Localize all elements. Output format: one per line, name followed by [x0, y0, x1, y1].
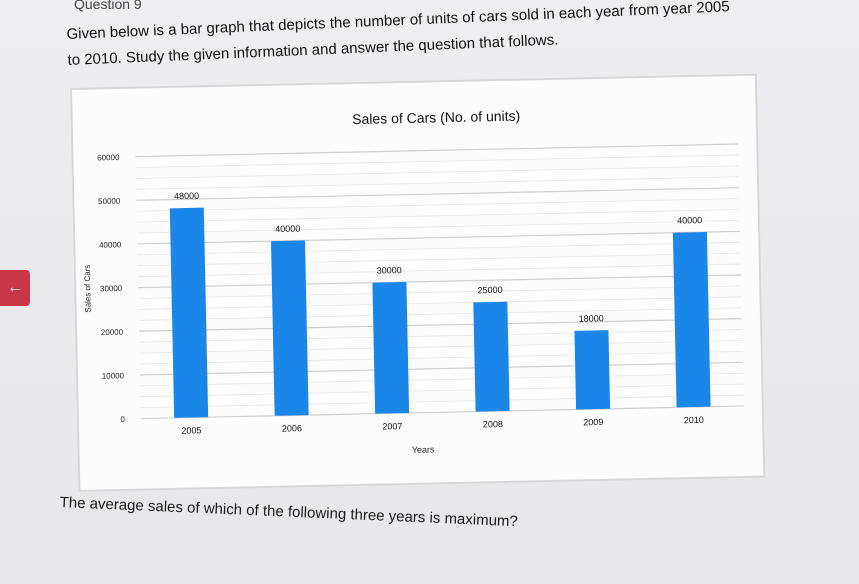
y-tick-label: 30000 — [100, 284, 123, 293]
bar-2006 — [271, 240, 309, 416]
gridline-major — [136, 187, 740, 201]
y-tick-label: 0 — [120, 415, 125, 424]
y-tick-label: 50000 — [98, 197, 121, 206]
chart-frame: Sales of Cars (No. of units) 0 10000 20000 3… — [70, 73, 766, 492]
gridline-minor — [135, 154, 739, 168]
bar-2009 — [574, 330, 611, 410]
gridline-major — [140, 361, 743, 376]
gridline-minor — [136, 198, 740, 212]
gridline-major — [139, 318, 742, 332]
back-button[interactable]: ← — [0, 270, 30, 306]
gridline-minor — [138, 307, 742, 321]
arrow-left-icon: ← — [7, 279, 23, 296]
gridline-minor — [139, 340, 743, 354]
x-tick-label: 2005 — [181, 425, 201, 435]
data-label: 25000 — [477, 285, 502, 296]
question-intro: Given below is a bar graph that depicts … — [66, 0, 838, 74]
chart-title: Sales of Cars (No. of units) — [352, 108, 520, 128]
gridline-major — [138, 274, 742, 289]
x-tick-label: 2009 — [583, 417, 603, 427]
x-tick-label: 2006 — [282, 423, 302, 433]
gridline-minor — [136, 176, 740, 190]
gridline-major — [137, 230, 741, 245]
bar-2008 — [473, 301, 510, 412]
gridline-minor — [139, 329, 743, 343]
gridline-minor — [135, 165, 739, 179]
y-tick-label: 20000 — [101, 328, 124, 337]
x-axis-label: Years — [412, 444, 435, 454]
bar-chart: Sales of Cars (No. of units) 0 10000 20000 3… — [83, 108, 744, 455]
x-tick-label: 2008 — [483, 419, 503, 429]
data-label: 40000 — [677, 215, 702, 226]
question-text: The average sales of which of the follow… — [59, 494, 519, 531]
question-number-label: Question 9 — [74, 0, 142, 12]
x-tick-label: 2007 — [382, 421, 402, 431]
y-tick-label: 10000 — [102, 371, 125, 380]
gridline-minor — [138, 285, 742, 299]
bar-2005 — [169, 207, 209, 418]
x-tick-label: 2010 — [684, 415, 704, 425]
gridline-major — [135, 143, 739, 158]
gridline-major — [140, 405, 744, 420]
data-label: 30000 — [377, 265, 402, 276]
gridline-minor — [138, 296, 742, 310]
gridline-minor — [136, 209, 740, 223]
data-label: 40000 — [275, 224, 300, 235]
gridline-minor — [137, 220, 740, 234]
data-label: 18000 — [579, 313, 604, 324]
gridline-minor — [137, 241, 741, 256]
y-tick-label: 40000 — [99, 240, 122, 249]
data-label: 48000 — [174, 191, 199, 202]
gridline-minor — [140, 383, 744, 398]
y-tick-label: 60000 — [97, 153, 120, 162]
gridline-minor — [139, 350, 743, 365]
gridline-minor — [137, 263, 741, 278]
y-axis-label: Sales of Cars — [83, 265, 93, 313]
gridline-minor — [137, 252, 741, 267]
bar-2007 — [372, 281, 410, 414]
bar-2010 — [672, 232, 711, 408]
gridline-minor — [140, 394, 744, 409]
gridline-minor — [140, 372, 744, 387]
